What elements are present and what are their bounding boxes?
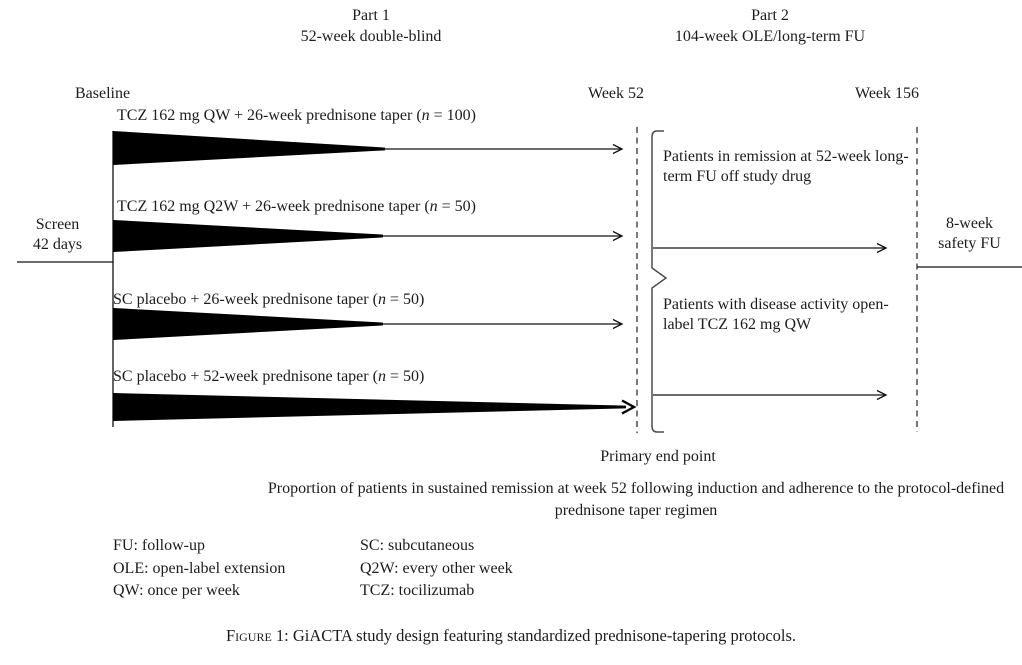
- safety-fu-line2: safety FU: [938, 234, 1001, 252]
- arm2-n-value: = 50): [437, 198, 477, 215]
- phase-1-header: Part 1 52-week double-blind: [221, 6, 521, 48]
- safety-fu-label: 8-week safety FU: [922, 214, 1017, 253]
- arm3-label: SC placebo + 26-week prednisone taper (n…: [113, 290, 424, 310]
- phase-2-header: Part 2 104-week OLE/long-term FU: [620, 6, 920, 48]
- arm4-label-text: SC placebo + 52-week prednisone taper (: [113, 368, 378, 385]
- arm1-label: TCZ 162 mg QW + 26-week prednisone taper…: [117, 106, 476, 126]
- taper-wedge-arm3: [113, 308, 383, 340]
- grouping-bracket: [651, 130, 668, 433]
- arm3-label-text: SC placebo + 26-week prednisone taper (: [113, 291, 378, 308]
- taper-wedge-arm1: [113, 131, 385, 165]
- arm1-label-text: TCZ 162 mg QW + 26-week prednisone taper…: [117, 107, 422, 124]
- phase-1-title: Part 1: [352, 7, 390, 24]
- arm4-label: SC placebo + 52-week prednisone taper (n…: [113, 367, 424, 387]
- arm4-n-value: = 50): [385, 368, 425, 385]
- baseline-label: Baseline: [75, 85, 131, 102]
- arm2-label-text: TCZ 162 mg Q2W + 26-week prednisone tape…: [117, 198, 430, 215]
- abbr-sc: SC: subcutaneous: [360, 537, 475, 554]
- phase-1-subtitle: 52-week double-blind: [300, 27, 442, 45]
- phase-2-title: Part 2: [751, 7, 789, 24]
- figure-caption-text: GiACTA study design featuring standardiz…: [288, 626, 797, 645]
- abbr-tcz: TCZ: tocilizumab: [360, 582, 475, 599]
- arm4-n-symbol: n: [377, 368, 386, 385]
- disease-activity-outcome-label: Patients with disease activity open-labe…: [663, 296, 889, 334]
- arm2-label: TCZ 162 mg Q2W + 26-week prednisone tape…: [117, 197, 476, 217]
- figure-caption-label: Figure 1:: [225, 626, 289, 645]
- screen-label-line2: 42 days: [32, 235, 83, 253]
- arm1-n-symbol: n: [421, 107, 430, 124]
- safety-fu-line1: 8-week: [945, 215, 994, 232]
- abbr-q2w: Q2W: every other week: [360, 559, 513, 577]
- taper-wedge-arm4: [113, 393, 626, 421]
- week52-label: Week 52: [588, 85, 645, 102]
- arm3-n-symbol: n: [377, 291, 386, 308]
- taper-wedge-arm2: [113, 220, 383, 252]
- arm1-n-value: = 100): [429, 107, 477, 124]
- remission-outcome-label: Patients in remission at 52-week long-te…: [663, 148, 909, 186]
- arm3-n-value: = 50): [385, 291, 425, 308]
- phase-2-subtitle: 104-week OLE/long-term FU: [674, 27, 866, 45]
- primary-endpoint-title: Primary end point: [600, 448, 716, 465]
- arm4-arrowhead: [621, 399, 637, 415]
- abbr-qw: QW: once per week: [113, 582, 240, 599]
- arm2-n-symbol: n: [429, 198, 438, 215]
- screen-label-line1: Screen: [35, 216, 80, 233]
- abbreviation-column-2: SC: subcutaneous Q2W: every other week T…: [360, 535, 513, 603]
- abbr-fu: FU: follow-up: [113, 537, 205, 554]
- figure-caption: Figure 1: GiACTA study design featuring …: [0, 626, 1022, 646]
- abbr-ole: OLE: open-label extension: [113, 559, 286, 577]
- abbreviation-column-1: FU: follow-up OLE: open-label extension …: [113, 535, 285, 603]
- week156-label: Week 156: [855, 85, 920, 102]
- screen-label: Screen 42 days: [15, 215, 100, 254]
- primary-endpoint-description: Proportion of patients in sustained remi…: [267, 480, 1005, 520]
